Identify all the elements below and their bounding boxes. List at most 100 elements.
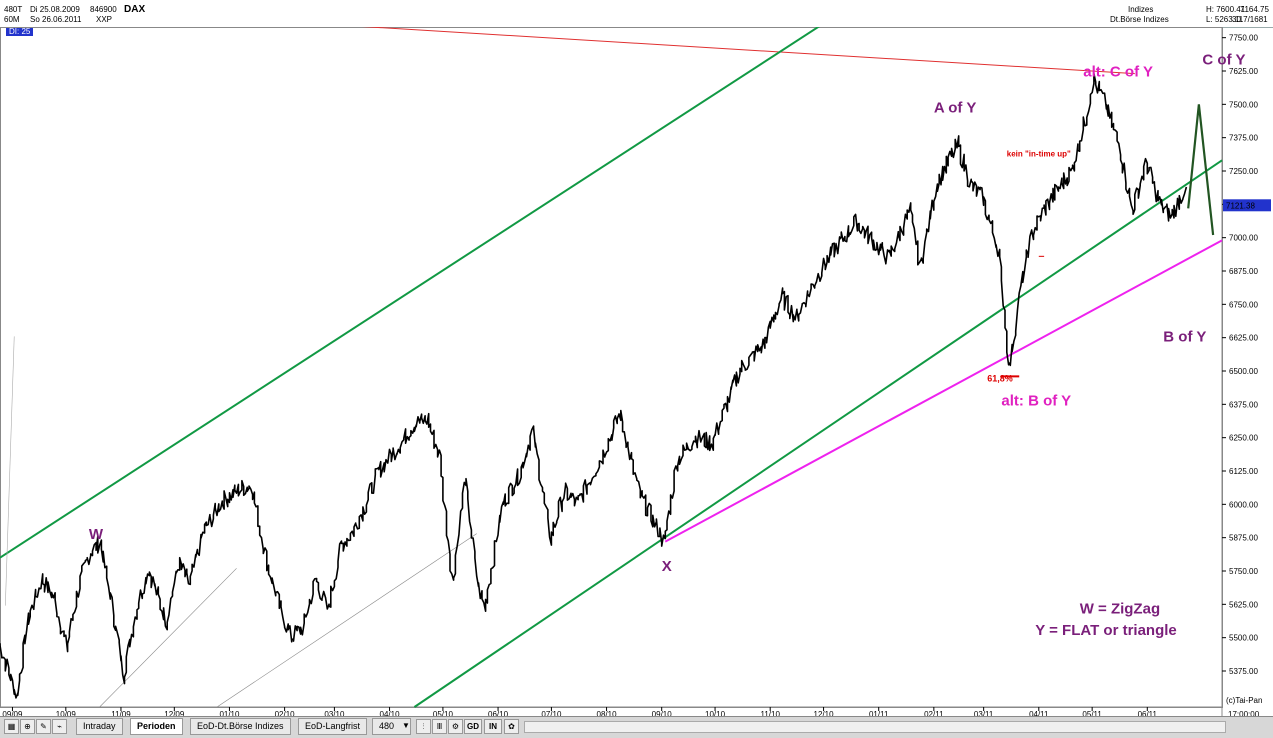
x-tick-label: 06/11 <box>1138 710 1158 716</box>
projection-path <box>1187 104 1215 236</box>
y-tick-label: 6875.00 <box>1229 267 1258 276</box>
y-tick-label: 7375.00 <box>1229 134 1258 143</box>
y-tick-label: 6000.00 <box>1229 500 1258 509</box>
label-note: kein "in-time up" <box>1007 149 1071 158</box>
label-fib: 61,8% <box>987 374 1013 384</box>
helper-line <box>216 533 477 708</box>
x-tick-label: 06/10 <box>488 710 509 716</box>
label-alt-c-of-y: alt: C of Y <box>1083 63 1153 80</box>
y-tick-label: 6125.00 <box>1229 467 1258 476</box>
chart-header: 480T Di 25.08.2009 846900 DAX 60M So 26.… <box>0 0 1273 28</box>
resistance-line <box>362 27 1135 75</box>
x-tick-label: 09/09 <box>2 710 23 716</box>
x-tick-label: 02/10 <box>275 710 296 716</box>
x-tick-label: 07/10 <box>541 710 562 716</box>
label-w: W <box>89 526 104 543</box>
last-value: 7164.75 <box>1240 5 1269 14</box>
label-alt-b-of-y: alt: B of Y <box>1001 393 1071 410</box>
label-summary-2: Y = FLAT or triangle <box>1035 622 1177 639</box>
palette-icon[interactable]: ✿ <box>504 719 519 734</box>
x-tick-label: 11/09 <box>111 710 131 716</box>
in-button[interactable]: IN <box>484 719 502 734</box>
candles-icon[interactable]: ⫶ <box>416 719 431 734</box>
label-c-of-y: C of Y <box>1202 51 1245 68</box>
tab-eod-langfrist[interactable]: EoD-Langfrist <box>298 718 368 735</box>
support-line <box>664 239 1223 543</box>
date-from: Di 25.08.2009 <box>30 5 80 14</box>
y-tick-label: 6750.00 <box>1229 300 1258 309</box>
bars-icon[interactable]: Ⅲ <box>432 719 447 734</box>
y-tick-label: 5625.00 <box>1229 600 1258 609</box>
y-tick-label: 7000.00 <box>1229 234 1258 243</box>
x-tick-label: 04/11 <box>1029 710 1049 716</box>
last-price-label: 7121.38 <box>1226 201 1255 210</box>
gd-button[interactable]: GD <box>464 719 482 734</box>
y-tick-label: 7500.00 <box>1229 100 1258 109</box>
x-tick-label: 03/10 <box>324 710 345 716</box>
x-tick-label: 12/09 <box>164 710 185 716</box>
y-tick-label: 7750.00 <box>1229 34 1258 43</box>
x-tick-label: 03/11 <box>974 710 994 716</box>
ratio-value: 30.7/1681 <box>1232 15 1268 24</box>
indicator-badge[interactable]: DI: 25 <box>6 27 34 36</box>
x-tick-label: 09/10 <box>652 710 673 716</box>
group-sub-label: Dt.Börse Indizes <box>1110 15 1169 24</box>
low-value: L: 5263.11 <box>1206 15 1244 24</box>
tab-intraday[interactable]: Intraday <box>76 718 123 735</box>
upper-channel <box>0 27 820 559</box>
interval: 60M <box>4 15 20 24</box>
group-label: Indizes <box>1128 5 1154 14</box>
x-tick-label: 05/11 <box>1082 710 1102 716</box>
x-tick-label: 01/11 <box>869 710 889 716</box>
y-tick-label: 6375.00 <box>1229 400 1258 409</box>
y-tick-label: 5875.00 <box>1229 534 1258 543</box>
x-tick-label: 11/10 <box>760 710 780 716</box>
y-tick-label: 7625.00 <box>1229 67 1258 76</box>
settings-icon[interactable]: ⚙ <box>448 719 463 734</box>
tab-perioden[interactable]: Perioden <box>130 718 183 735</box>
y-tick-label: 5500.00 <box>1229 634 1258 643</box>
x-tick-label: 12/10 <box>814 710 835 716</box>
x-tick-label: 10/10 <box>705 710 726 716</box>
last-price-tag <box>1223 199 1271 212</box>
zoom-icon[interactable]: ⊕ <box>20 719 35 734</box>
grid-icon[interactable]: ▦ <box>4 719 19 734</box>
y-tick-label: 6625.00 <box>1229 334 1258 343</box>
helper-line <box>5 336 15 606</box>
y-tick-label: 6500.00 <box>1229 367 1258 376</box>
tab-eod-dt-boerse[interactable]: EoD-Dt.Börse Indizes <box>190 718 291 735</box>
price-line <box>0 72 1188 699</box>
y-tick-label: 5750.00 <box>1229 567 1258 576</box>
symbol-title: DAX <box>124 4 146 15</box>
x-tick-label: 10/09 <box>56 710 77 716</box>
horizontal-scrollbar[interactable] <box>524 721 1226 733</box>
x-tick-label: 05/10 <box>433 710 454 716</box>
period-code: 480T <box>4 5 23 14</box>
date-to: So 26.06.2011 <box>30 15 82 24</box>
plot-frame <box>0 27 1223 708</box>
exchange: XXP <box>96 15 113 24</box>
y-tick-label: 5375.00 <box>1229 667 1258 676</box>
label-b-of-y: B of Y <box>1163 329 1206 346</box>
bottom-toolbar: ▦ ⊕ ✎ ⌁ Intraday Perioden EoD-Dt.Börse I… <box>0 716 1273 738</box>
x-tick-label: 01/10 <box>219 710 240 716</box>
instrument-code: 846900 <box>90 5 117 14</box>
x-tick-label: 08/10 <box>597 710 618 716</box>
y-tick-label: 6250.00 <box>1229 434 1258 443</box>
chart-icon[interactable]: ⌁ <box>52 719 67 734</box>
time-label: 17:00:00 <box>1228 710 1260 716</box>
high-value: H: 7600.41 <box>1206 5 1246 14</box>
helper-line <box>99 568 237 708</box>
lower-channel <box>413 159 1223 708</box>
chevron-down-icon[interactable]: ▼ <box>402 721 410 730</box>
label-x: X <box>662 558 672 575</box>
credit-label: (c)Tai-Pan <box>1226 696 1262 705</box>
label-a-of-y: A of Y <box>934 99 977 116</box>
price-chart[interactable]: 7750.007625.007500.007375.007250.007125.… <box>0 27 1273 716</box>
period-select[interactable]: 480 <box>372 718 412 735</box>
label-summary-1: W = ZigZag <box>1080 601 1160 618</box>
x-tick-label: 02/11 <box>924 710 944 716</box>
y-tick-label: 7250.00 <box>1229 167 1258 176</box>
x-tick-label: 04/10 <box>380 710 401 716</box>
draw-icon[interactable]: ✎ <box>36 719 51 734</box>
